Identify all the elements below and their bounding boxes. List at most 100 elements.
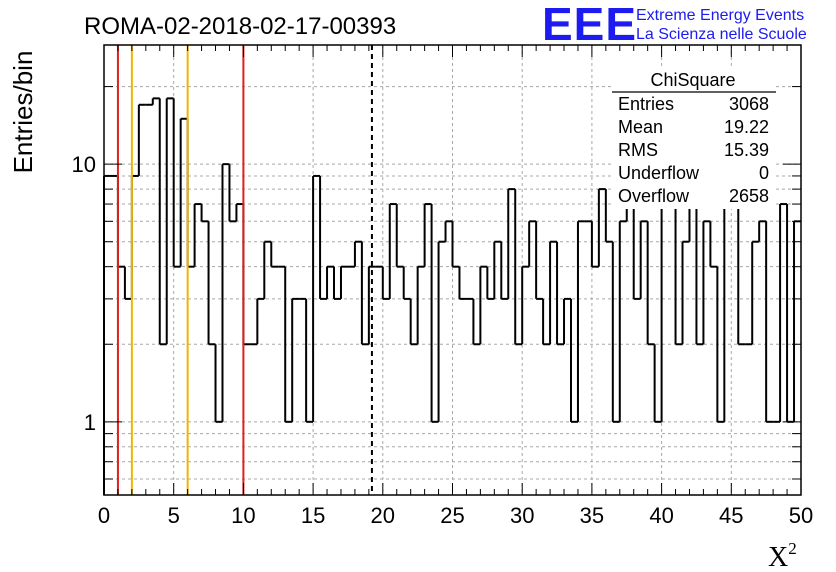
histogram-bin [360,241,369,346]
histogram-bin [786,204,795,423]
histogram-bin [409,298,418,346]
histogram-bin [242,204,251,346]
histogram-bin [660,203,669,422]
histogram-bin [549,240,558,345]
histogram-bin [472,298,481,346]
x-tick-label: 35 [580,503,604,528]
axes [103,44,802,496]
histogram-bin [270,241,279,268]
histogram-bin [611,241,620,423]
histogram-bin [765,221,774,423]
histogram-bin [430,204,439,423]
histogram-bin [535,221,544,300]
stats-value-underflow: 0 [759,163,769,183]
tick-labels: 0 5 10 15 20 25 30 35 40 45 50 1 10 [72,152,814,528]
x-tick-label: 50 [789,503,813,528]
histogram-bin [521,265,530,345]
histogram-bin [569,298,578,423]
histogram-bin [486,266,495,300]
histogram-bin [186,118,195,268]
stats-label-underflow: Underflow [618,163,700,183]
histogram-bin [339,265,348,299]
histogram-bin [793,220,801,422]
histogram-bin [402,266,411,300]
histogram-bin [305,298,314,423]
eee-logo-line1: Extreme Energy Events [636,7,804,24]
histogram-bin [214,344,223,423]
histogram-bin [381,266,390,300]
histogram-bin [500,241,509,300]
histogram-bin [423,203,432,267]
histogram-bin [674,189,683,346]
histogram-bin [702,220,711,345]
histogram-bin [542,298,551,346]
histogram-bin [632,204,641,300]
histogram-bin [235,203,244,222]
y-tick-label: 1 [84,410,96,435]
histogram-bin [395,204,404,268]
histogram-bin [653,344,662,423]
x-axis-label-superscript: 2 [788,539,797,558]
x-tick-label: 10 [231,503,255,528]
histogram-bin [123,266,132,300]
histogram-bin [130,174,139,299]
stats-box-title: ChiSquare [650,70,735,90]
histogram-bin [151,97,160,105]
stats-label-entries: Entries [618,94,674,114]
histogram-bin [451,221,460,268]
histogram-bin [618,220,627,422]
histogram-bin [639,220,648,299]
histogram-bin [326,265,335,299]
x-axis-label-main: X [768,542,788,572]
histogram-bin [437,240,446,422]
histogram-bin [507,188,516,299]
histogram-bin [256,297,265,345]
histogram-bin [165,97,174,345]
histogram-bin [228,164,237,223]
chart-title: ROMA-02-2018-02-17-00393 [84,13,396,40]
stats-box: ChiSquare Entries 3068 Mean 19.22 RMS 15… [612,67,776,209]
histogram-bin [416,265,425,345]
stats-value-mean: 19.22 [724,117,769,137]
x-tick-label: 40 [649,503,673,528]
histogram-bin [758,220,767,242]
histogram-bin [263,240,272,299]
histogram-bin [563,297,571,345]
histogram-bin [291,297,300,422]
histogram-bin [353,240,362,267]
stats-box-background [612,67,776,209]
eee-logo: EEE Extreme Energy Events La Scienza nel… [542,0,807,50]
histogram-bin [221,163,230,422]
histogram-bin [751,240,760,345]
histogram-bin [716,266,725,423]
x-tick-label: 5 [168,503,180,528]
x-tick-label: 25 [440,503,464,528]
x-tick-label: 30 [510,503,534,528]
histogram-bin [528,220,537,267]
histogram-bin [284,266,293,423]
stats-label-overflow: Overflow [618,186,690,206]
x-tick-label: 45 [719,503,743,528]
histogram-bin [479,265,488,345]
histogram-bin [200,204,209,223]
stats-label-rms: RMS [618,140,658,160]
x-tick-label: 0 [98,503,110,528]
stats-value-rms: 15.39 [724,140,769,160]
histogram-bin [193,203,202,267]
histogram-bin [646,221,655,346]
stats-value-overflow: 2658 [729,186,769,206]
histogram-bin [576,220,585,422]
histogram-bin [388,203,397,299]
histogram-bin [207,221,216,346]
histogram-bin [681,240,690,345]
histogram-bin [604,189,613,243]
stats-value-entries: 3068 [729,94,769,114]
histogram-bin [312,174,321,422]
histogram-bin [556,241,565,346]
histogram-bin [590,221,599,268]
histogram-bin [367,265,376,345]
stats-label-mean: Mean [618,117,663,137]
histogram-bin [779,203,788,422]
x-tick-label: 15 [301,503,325,528]
